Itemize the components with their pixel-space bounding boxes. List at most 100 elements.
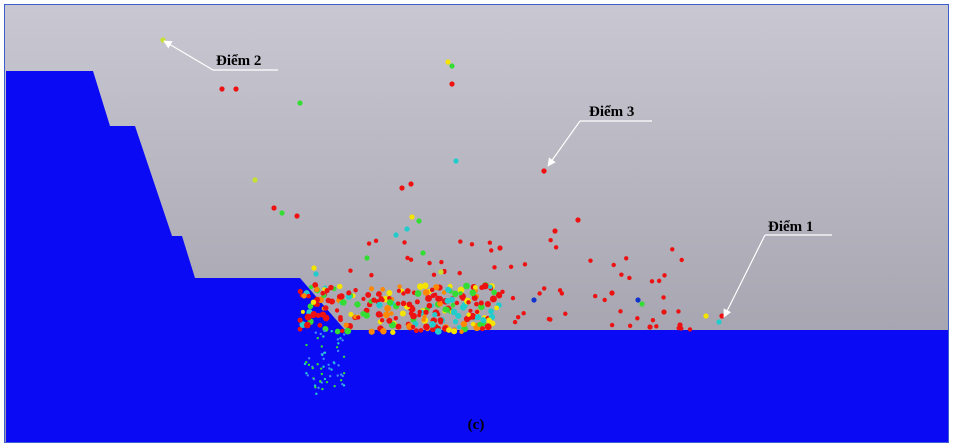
particle — [494, 305, 500, 311]
particle — [354, 301, 361, 308]
particle — [305, 371, 308, 375]
particle — [433, 284, 440, 291]
particle — [399, 310, 406, 317]
particle — [456, 324, 462, 330]
particle — [395, 301, 401, 306]
particle — [480, 317, 487, 324]
particle — [305, 360, 308, 364]
particle — [373, 238, 379, 244]
particle — [438, 319, 444, 325]
particle — [661, 295, 666, 300]
particle — [420, 250, 426, 256]
particle — [320, 345, 323, 348]
particle — [611, 262, 616, 268]
particle — [219, 86, 225, 92]
particle — [408, 311, 414, 316]
particle — [553, 245, 559, 250]
particle — [662, 273, 667, 278]
particle — [297, 326, 303, 332]
particle — [340, 299, 347, 306]
particle — [515, 314, 521, 320]
particle — [346, 290, 352, 296]
particle — [417, 283, 424, 290]
particle — [396, 324, 402, 329]
particle — [445, 286, 452, 293]
particle — [455, 312, 462, 319]
particle — [471, 294, 478, 302]
particle — [316, 363, 319, 366]
particle — [445, 59, 451, 65]
particle — [353, 287, 358, 293]
particle — [376, 301, 383, 309]
particle — [322, 365, 325, 368]
particle — [609, 322, 615, 328]
arrow — [163, 40, 214, 71]
particle — [458, 291, 463, 296]
particle — [297, 100, 303, 106]
particle — [339, 379, 343, 382]
particle — [676, 309, 681, 314]
particle — [297, 288, 303, 294]
particle — [452, 319, 459, 325]
particle — [627, 275, 632, 281]
particle — [410, 324, 416, 330]
particle — [323, 351, 327, 354]
particle — [369, 272, 374, 278]
particle — [315, 302, 320, 307]
particle — [463, 315, 471, 323]
particle — [537, 291, 542, 296]
particle — [321, 353, 324, 357]
particle — [393, 315, 398, 321]
particle — [457, 270, 462, 276]
particle — [371, 297, 377, 303]
particle — [312, 282, 319, 289]
particle — [639, 301, 645, 307]
particle — [404, 288, 411, 294]
particle — [563, 311, 568, 316]
particle — [434, 328, 442, 335]
particle — [334, 328, 341, 335]
particle — [348, 311, 354, 317]
particle — [417, 313, 422, 318]
particle — [323, 329, 326, 333]
particle — [341, 339, 344, 342]
particle — [337, 364, 340, 367]
particle — [716, 319, 722, 325]
particle — [310, 310, 318, 318]
particle — [429, 321, 436, 328]
particle — [469, 242, 475, 247]
particle — [375, 311, 383, 318]
particle — [342, 371, 346, 375]
particle — [433, 292, 438, 297]
particle — [417, 309, 422, 315]
particle — [409, 214, 415, 220]
particle — [679, 257, 684, 263]
particle — [459, 329, 464, 334]
particle — [635, 297, 641, 303]
particle — [364, 255, 370, 261]
particle — [469, 312, 477, 320]
particle — [495, 291, 502, 298]
particle — [307, 303, 314, 310]
particle — [474, 301, 479, 307]
particle — [479, 326, 485, 332]
particle — [414, 299, 420, 305]
particle — [416, 218, 422, 224]
particle — [654, 324, 659, 329]
particle — [402, 240, 407, 245]
particle — [531, 297, 537, 303]
particle — [442, 306, 449, 313]
particle — [368, 328, 375, 335]
caption: (c) — [468, 417, 485, 433]
particle — [406, 301, 413, 308]
particle — [460, 304, 467, 311]
annotation: Điểm 1 — [723, 219, 832, 318]
particle — [369, 286, 375, 292]
particle — [677, 322, 683, 328]
particle — [335, 346, 339, 349]
particle — [342, 333, 346, 336]
particle — [477, 321, 483, 327]
particle — [345, 293, 352, 300]
particle — [487, 240, 493, 245]
particle — [320, 372, 324, 376]
